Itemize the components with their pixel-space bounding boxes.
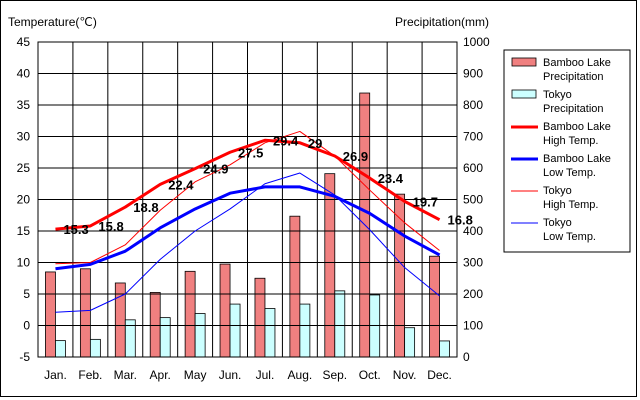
y-left-tick-label: 35 bbox=[17, 98, 31, 112]
line-bamboo-lake-low-temp bbox=[55, 185, 441, 271]
x-tick-label: Oct. bbox=[359, 368, 381, 382]
line-bamboo-lake-high-temp bbox=[55, 138, 441, 231]
y-left-tick-label: 20 bbox=[17, 193, 31, 207]
x-tick-label: Mar. bbox=[114, 368, 137, 382]
y-left-tick-label: 15 bbox=[17, 224, 31, 238]
data-label: 16.8 bbox=[448, 213, 473, 228]
x-tick-label: Apr. bbox=[150, 368, 171, 382]
bar-tokyo-precipitation bbox=[229, 303, 241, 358]
bar-tokyo-precipitation bbox=[159, 317, 171, 358]
bar-tokyo-precipitation bbox=[264, 308, 276, 358]
data-label: 19.7 bbox=[413, 194, 438, 209]
y-left-tick-label: 40 bbox=[17, 67, 31, 81]
x-tick-label: Aug. bbox=[288, 368, 313, 382]
legend-label: Bamboo Lake bbox=[543, 57, 611, 69]
y-left-tick-label: -5 bbox=[19, 350, 30, 364]
data-label: 29.4 bbox=[273, 133, 299, 148]
y-right-tick-label: 500 bbox=[463, 193, 483, 207]
data-label: 15.8 bbox=[98, 219, 123, 234]
x-tick-label: Nov. bbox=[393, 368, 417, 382]
data-label: 22.4 bbox=[168, 177, 194, 192]
x-tick-label: Jun. bbox=[219, 368, 242, 382]
legend-label: High Temp. bbox=[543, 199, 598, 211]
legend-label: Low Temp. bbox=[543, 167, 596, 179]
data-label: 24.9 bbox=[203, 162, 228, 177]
data-label: 27.5 bbox=[238, 145, 263, 160]
line-tokyo-high-temp bbox=[55, 130, 440, 265]
legend-label: Tokyo bbox=[543, 89, 572, 101]
bar-bamboo-lake-precipitation bbox=[219, 263, 231, 358]
y-right-tick-label: 900 bbox=[463, 67, 483, 81]
data-label: 18.8 bbox=[133, 200, 158, 215]
y-right-tick-label: 300 bbox=[463, 256, 483, 270]
y-right-title: Precipitation(mm) bbox=[395, 15, 489, 29]
y-right-tick-label: 200 bbox=[463, 287, 483, 301]
legend-label: Bamboo Lake bbox=[543, 121, 611, 133]
bar-tokyo-precipitation bbox=[404, 327, 416, 358]
data-label: 26.9 bbox=[343, 149, 368, 164]
bar-tokyo-precipitation bbox=[194, 313, 206, 358]
y-right-tick-label: 100 bbox=[463, 319, 483, 333]
legend-label: Tokyo bbox=[543, 185, 572, 197]
bar-bamboo-lake-precipitation bbox=[79, 268, 91, 358]
x-tick-label: Jan. bbox=[44, 368, 67, 382]
data-label: 15.3 bbox=[63, 222, 88, 237]
y-right-tick-label: 1000 bbox=[463, 35, 490, 49]
x-tick-label: Jul. bbox=[256, 368, 275, 382]
data-label: 29 bbox=[308, 136, 322, 151]
y-left-tick-label: 45 bbox=[17, 35, 31, 49]
line-layer bbox=[55, 130, 441, 313]
bar-bamboo-lake-precipitation bbox=[254, 277, 266, 358]
legend-label: Tokyo bbox=[543, 217, 572, 229]
legend-label: Bamboo Lake bbox=[543, 153, 611, 165]
legend-box bbox=[503, 49, 631, 253]
bar-bamboo-lake-precipitation bbox=[429, 255, 440, 358]
bar-bamboo-lake-precipitation bbox=[324, 173, 336, 358]
bar-tokyo-precipitation bbox=[439, 340, 450, 358]
bar-bamboo-lake-precipitation bbox=[184, 270, 196, 358]
y-right-tick-label: 0 bbox=[463, 350, 470, 364]
y-right-tick-label: 800 bbox=[463, 98, 483, 112]
bar-tokyo-precipitation bbox=[299, 303, 311, 358]
x-tick-label: Dec. bbox=[427, 368, 452, 382]
data-label: 23.4 bbox=[378, 171, 404, 186]
legend-label: Precipitation bbox=[543, 71, 604, 83]
bar-bamboo-lake-precipitation bbox=[149, 292, 161, 358]
legend-label: Low Temp. bbox=[543, 231, 596, 243]
y-left-tick-label: 10 bbox=[17, 256, 31, 270]
y-left-tick-label: 25 bbox=[17, 161, 31, 175]
data-labels: 15.3 15.8 18.8 22.4 24.9 27.5 29.4 29 26.9 23.4 19… bbox=[63, 133, 472, 237]
legend-label: Precipitation bbox=[543, 103, 604, 115]
bar-bamboo-lake-precipitation bbox=[45, 271, 56, 358]
y-right-tick-label: 400 bbox=[463, 224, 483, 238]
legend-swatch bbox=[511, 89, 537, 99]
y-left-title: Temperature(℃) bbox=[8, 15, 97, 29]
x-tick-label: Feb. bbox=[78, 368, 102, 382]
bar-layer bbox=[45, 92, 450, 358]
bar-tokyo-precipitation bbox=[89, 338, 101, 358]
legend-swatch bbox=[511, 57, 537, 67]
y-left-tick-label: 5 bbox=[23, 287, 30, 301]
axes: Temperature(℃) Precipitation(mm) 45 40 35 3… bbox=[8, 15, 490, 382]
line-tokyo-low-temp bbox=[55, 172, 440, 313]
bar-tokyo-precipitation bbox=[334, 290, 346, 358]
x-tick-label: May bbox=[184, 368, 207, 382]
legend-label: High Temp. bbox=[543, 135, 598, 147]
y-left-tick-label: 0 bbox=[23, 319, 30, 333]
legend: Bamboo Lake Precipitation Tokyo Precipitati… bbox=[503, 49, 631, 253]
bar-tokyo-precipitation bbox=[55, 340, 66, 358]
y-left-tick-label: 30 bbox=[17, 130, 31, 144]
plot-frame bbox=[37, 41, 458, 358]
bar-bamboo-lake-precipitation bbox=[289, 215, 301, 358]
x-tick-label: Sep. bbox=[322, 368, 347, 382]
y-right-tick-label: 700 bbox=[463, 130, 483, 144]
y-right-tick-label: 600 bbox=[463, 161, 483, 175]
